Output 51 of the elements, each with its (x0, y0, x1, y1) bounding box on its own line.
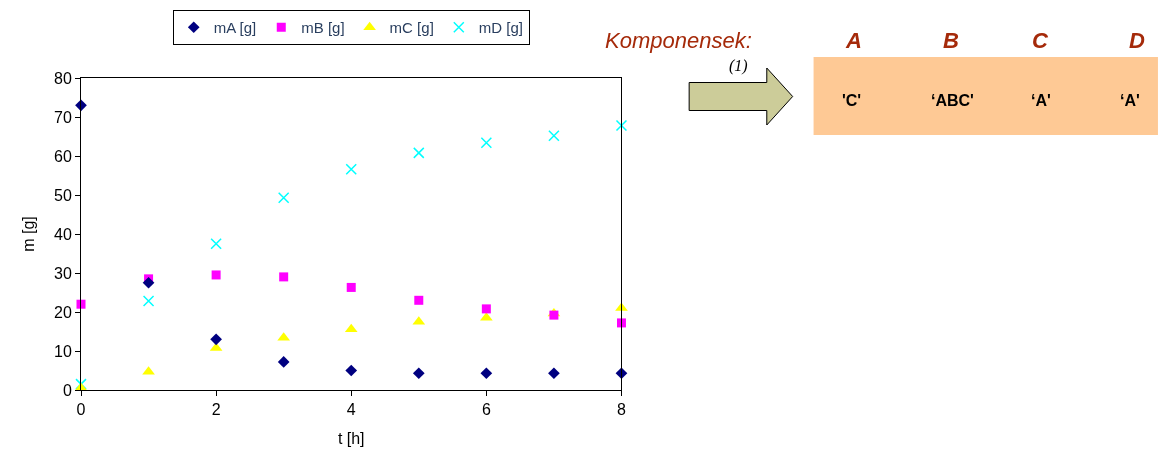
point (142, 295, 155, 307)
text: (1) (729, 57, 748, 75)
point (345, 364, 358, 377)
text: 'C' (842, 92, 862, 109)
legend-label: mB [g] (301, 19, 345, 37)
y-tick-label: 60 (54, 147, 72, 165)
point (211, 270, 221, 280)
y-tick-label: 50 (54, 186, 72, 204)
x-tick-label: 6 (481, 401, 491, 419)
point (345, 163, 357, 176)
point (279, 272, 289, 282)
y-tick-label: 0 (62, 381, 72, 399)
legend-label: mD [g] (478, 19, 523, 37)
point (548, 129, 560, 142)
point (210, 238, 222, 250)
text: Komponensek: (605, 28, 752, 53)
point (346, 282, 356, 292)
text: C (1032, 28, 1049, 53)
point (142, 276, 155, 289)
point (210, 333, 222, 346)
point (277, 356, 290, 368)
x-axis-title: t [h] (337, 429, 365, 447)
x-tick-label: 2 (211, 401, 221, 419)
text: ‘ABC' (931, 92, 974, 109)
point (481, 304, 491, 314)
point (414, 295, 424, 305)
point (548, 367, 560, 380)
y-tick-label: 20 (54, 303, 72, 321)
y-tick-label: 40 (54, 225, 72, 243)
y-tick-label: 80 (54, 69, 72, 87)
text: ‘A' (1031, 92, 1051, 109)
x-tick-label: 8 (617, 401, 627, 419)
text: D (1129, 28, 1145, 53)
y-tick-label: 30 (54, 264, 72, 282)
point (615, 119, 628, 132)
point (480, 136, 493, 149)
x-tick-label: 0 (76, 401, 86, 419)
text: A (845, 28, 862, 53)
legend-label: mC [g] (389, 19, 434, 37)
text: ‘A' (1120, 92, 1140, 109)
point (480, 367, 493, 380)
legend-label: mA [g] (213, 19, 257, 37)
point (412, 367, 425, 380)
y-tick-label: 10 (54, 342, 72, 360)
text: B (943, 28, 959, 53)
y-tick-label: 70 (54, 108, 72, 126)
y-axis-title: m [g] (19, 216, 37, 252)
point (413, 147, 425, 159)
x-tick-label: 4 (346, 401, 356, 419)
point (277, 191, 290, 204)
point (75, 99, 87, 112)
